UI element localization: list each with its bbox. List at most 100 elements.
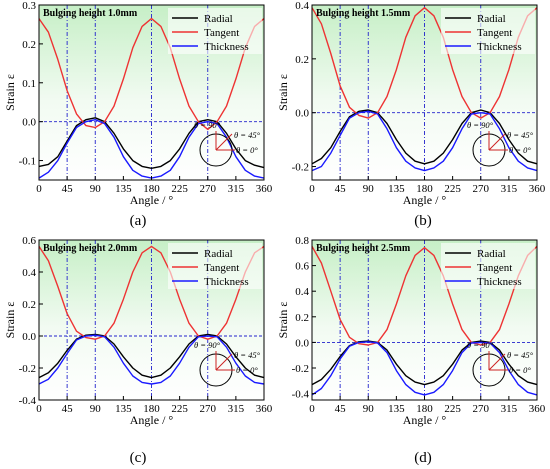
x-axis-label: Angle / ° (130, 413, 174, 427)
series-line-tangent (38, 245, 265, 340)
chart-panel-d: 0 45 90 135 180 225 270 315 360 -0.4 -0.2 0.0 0.2 0.4… (276, 235, 546, 466)
inset-label-90: θ = 90° (467, 120, 494, 130)
legend-label: Thickness (204, 41, 249, 53)
inset-label-45: θ = 45° (234, 350, 261, 360)
inset-label-0: θ = 0° (236, 365, 258, 375)
series-line-thickness (38, 334, 265, 385)
x-tick-label: 45 (335, 403, 347, 415)
inset-label-90: θ = 90° (194, 340, 221, 350)
y-tick-label: 0.2 (22, 39, 36, 51)
y-tick-label: 0.6 (22, 235, 36, 247)
chart-title: Bulging height 1.5mm (316, 8, 411, 19)
y-tick-label: -0.4 (292, 389, 310, 401)
x-tick-label: 270 (473, 183, 490, 195)
inset-label-45: θ = 45° (234, 130, 261, 140)
panel-label: (c) (130, 450, 147, 466)
y-axis-label: Strain ε (276, 74, 290, 111)
chart-panel-c: 0 45 90 135 180 225 270 315 360 -0.4 -0.2 0.0 0.2 0.4… (3, 235, 273, 466)
x-tick-label: 0 (309, 403, 315, 415)
inset-arrow-45 (215, 353, 233, 371)
panel-label: (b) (414, 213, 432, 229)
series-line-thickness (311, 341, 538, 396)
series-line-tangent (311, 245, 538, 346)
x-tick-label: 90 (90, 403, 102, 415)
legend-label: Thickness (477, 276, 522, 288)
chart-title: Bulging height 2.0mm (43, 243, 138, 254)
x-tick-label: 225 (444, 403, 461, 415)
x-tick-label: 180 (143, 183, 160, 195)
x-tick-label: 360 (256, 183, 273, 195)
inset-label-90: θ = 90° (194, 120, 221, 130)
x-tick-label: 315 (228, 403, 245, 415)
x-tick-label: 45 (335, 183, 347, 195)
x-tick-label: 90 (90, 183, 102, 195)
y-tick-label: -0.4 (19, 395, 37, 407)
legend-label: Radial (477, 248, 506, 260)
x-tick-label: 90 (363, 403, 375, 415)
x-tick-label: 135 (388, 183, 405, 195)
inset-label-0: θ = 0° (236, 145, 258, 155)
y-tick-label: 0.8 (295, 235, 309, 247)
y-tick-label: 0.2 (22, 299, 36, 311)
x-tick-label: 180 (143, 403, 160, 415)
y-tick-label: 0.0 (295, 337, 309, 349)
x-tick-label: 360 (256, 403, 273, 415)
x-tick-label: 225 (171, 403, 188, 415)
y-tick-label: 0.4 (295, 0, 309, 12)
chart-title: Bulging height 2.5mm (316, 243, 411, 254)
y-tick-label: -0.1 (19, 156, 36, 168)
y-tick-label: -0.2 (292, 363, 309, 375)
series-line-tangent (38, 17, 265, 131)
series-line-radial (311, 109, 538, 165)
y-axis-label: Strain ε (3, 74, 17, 111)
legend-label: Tangent (204, 27, 239, 39)
legend-label: Thickness (477, 41, 522, 53)
legend-label: Tangent (204, 262, 239, 274)
x-tick-label: 0 (36, 403, 42, 415)
x-tick-label: 135 (388, 403, 405, 415)
x-tick-label: 315 (228, 183, 245, 195)
x-axis-label: Angle / ° (130, 193, 174, 207)
y-tick-label: 0.2 (295, 312, 309, 324)
legend-label: Tangent (477, 27, 512, 39)
inset-arrow-45 (488, 133, 506, 151)
chart-title: Bulging height 1.0mm (43, 8, 138, 19)
x-tick-label: 315 (501, 403, 518, 415)
x-axis-label: Angle / ° (403, 193, 447, 207)
x-tick-label: 270 (200, 183, 217, 195)
x-tick-label: 180 (416, 403, 433, 415)
inset-label-0: θ = 0° (509, 365, 531, 375)
y-axis-label: Strain ε (3, 302, 17, 339)
x-tick-label: 0 (309, 183, 315, 195)
y-axis-label: Strain ε (276, 302, 290, 339)
x-tick-label: 45 (62, 183, 74, 195)
legend-label: Thickness (204, 276, 249, 288)
x-tick-label: 270 (473, 403, 490, 415)
y-tick-label: 0.3 (22, 0, 36, 12)
inset-label-90: θ = 90° (467, 340, 494, 350)
x-tick-label: 180 (416, 183, 433, 195)
x-tick-label: 90 (363, 183, 375, 195)
chart-panel-b: 0 45 90 135 180 225 270 315 360 -0.2 0.0 0.2 0.4 Angl… (276, 0, 546, 229)
inset-arrow-45 (488, 353, 506, 371)
x-tick-label: 270 (200, 403, 217, 415)
x-axis-label: Angle / ° (403, 413, 447, 427)
inset-arrow-45 (215, 133, 233, 151)
series-line-radial (38, 333, 265, 379)
x-tick-label: 225 (444, 183, 461, 195)
y-tick-label: 0.6 (295, 261, 309, 273)
x-tick-label: 360 (529, 403, 546, 415)
y-tick-label: 0.0 (22, 117, 36, 129)
y-tick-label: 0.1 (22, 78, 36, 90)
x-tick-label: 135 (115, 183, 132, 195)
legend-label: Radial (204, 13, 233, 25)
series-line-thickness (311, 110, 538, 172)
inset-label-45: θ = 45° (507, 350, 534, 360)
inset-label-45: θ = 45° (507, 130, 534, 140)
panel-label: (a) (130, 213, 147, 229)
y-tick-label: 0.2 (295, 54, 309, 66)
y-tick-label: 0.4 (295, 286, 309, 298)
y-tick-label: -0.2 (292, 162, 309, 174)
x-tick-label: 315 (501, 183, 518, 195)
